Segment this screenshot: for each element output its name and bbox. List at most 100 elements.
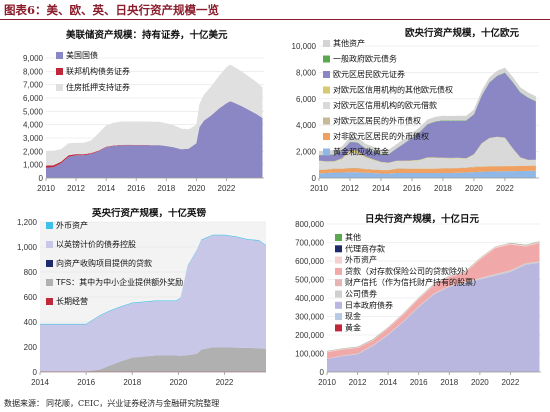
chart-fed-y-tick-label: 5,000: [23, 107, 44, 116]
chart-ecb-legend-label: 黄金和应收黄金: [333, 147, 389, 157]
chart-ecb-y-tick-label: 0: [312, 174, 317, 183]
chart-ecb-y-tick-label: 6,000: [296, 95, 317, 104]
chart-ecb-legend-swatch: [323, 55, 330, 63]
chart-boe-legend-swatch: [46, 260, 53, 267]
boj-chart-panel: 0 100,000 200,000 300,000 400,000 500,000 600,…: [281, 208, 547, 394]
chart-ecb-x-tick-label: 2018: [434, 184, 452, 193]
chart-boe-y-tick-label: 0: [33, 368, 38, 377]
chart-fed-y-tick-label: 2,000: [23, 147, 44, 156]
chart-fed-y-tick-label: 3,000: [23, 134, 44, 143]
chart-fed-x-tick-label: 2010: [37, 184, 55, 193]
chart-ecb-legend-label: 对欧元区信用机构的欧元借款: [333, 100, 437, 110]
chart-boj-x-tick-label: 2022: [502, 378, 520, 387]
chart-boj-y-tick-label: 800,000: [295, 220, 324, 229]
chart-boj-series-area-2: [327, 262, 540, 372]
chart-boj-legend-swatch: [335, 313, 342, 321]
chart-boe-legend-label: 长期经营: [56, 296, 88, 306]
chart-boe-x-tick-label: 2018: [123, 378, 141, 387]
ecb-chart: 0 2,000 4,000 6,000 8,000 10,000 2010 2012 2014 2…: [292, 27, 539, 193]
chart-boe-y-tick-label: 400: [24, 318, 38, 327]
chart-ecb-x-tick-label: 2020: [465, 184, 483, 193]
chart-ecb-legend-label: 对欧元区居民的外币债权: [333, 116, 421, 126]
chart-boj-legend-label: 贷款（对存款保险公司的贷款除外）: [345, 266, 473, 276]
page-header: 图表6：美、欧、英、日央行资产规模一览: [0, 0, 550, 20]
chart-fed-y-tick-label: 4,000: [23, 121, 44, 130]
source-text: 同花顺，CEIC，兴业证券经济与金融研究院整理: [46, 399, 220, 408]
chart-boe-x-tick-label: 2022: [216, 378, 234, 387]
chart-boj-x-tick-label: 2010: [318, 378, 336, 387]
chart-boj-legend-swatch: [335, 256, 342, 264]
chart-boj-legend-swatch: [335, 234, 342, 241]
chart-ecb-y-tick-label: 2,000: [296, 148, 317, 157]
chart-fed-series-area-0: [46, 101, 263, 178]
chart-boe-x-tick-label: 2014: [31, 378, 49, 387]
chart-fed-y-tick-label: 0: [39, 174, 44, 183]
fed-chart: 0 1,000 2,000 3,000 4,000 5,000 6,000 7,000 8,00…: [23, 29, 264, 193]
chart-boe-x-tick-label: 2020: [169, 378, 187, 387]
chart-ecb-legend-label: 欧元区居民欧元证券: [333, 69, 405, 79]
chart-boe-y-tick-label: 1,000: [17, 243, 38, 252]
chart-fed-legend-swatch: [56, 84, 63, 91]
chart-fed-legend-label: 住房抵押支持证券: [66, 82, 130, 92]
chart-boj-legend-swatch: [335, 290, 342, 298]
chart-fed-x-tick-label: 2018: [157, 184, 175, 193]
chart-fed-y-tick-label: 7,000: [23, 81, 44, 90]
chart-boj-title: 日央行资产规模，十亿日元: [365, 213, 480, 225]
chart-ecb-x-tick-label: 2014: [372, 184, 390, 193]
chart-boj-y-tick-label: 0: [320, 368, 325, 377]
chart-ecb-x-tick-label: 2012: [341, 184, 359, 193]
chart-fed-x-tick-label: 2016: [127, 184, 145, 193]
fed-chart-panel: 0 1,000 2,000 3,000 4,000 5,000 6,000 7,000 8,00…: [4, 24, 274, 200]
chart-fed-legend-swatch: [56, 68, 63, 75]
boe-chart-panel: 0 200 400 600 800 1,000 1,200 2014 2016 2018 2020 2…: [4, 208, 274, 394]
chart-boj-legend-label: 现金: [345, 311, 361, 321]
chart-fed-legend-label: 联邦机构债务证券: [66, 66, 130, 76]
chart-ecb-legend-swatch: [323, 117, 330, 125]
chart-ecb-series-area-5: [319, 72, 536, 163]
chart-ecb-series-area-4: [319, 136, 536, 164]
chart-fed-title: 美联储资产规模：持有证券，十亿美元: [65, 29, 228, 41]
chart-ecb-series-area-3: [319, 137, 536, 170]
chart-fed-y-tick-label: 6,000: [23, 94, 44, 103]
chart-boj-x-tick-label: 2012: [349, 378, 367, 387]
chart-ecb-legend-swatch: [323, 40, 330, 47]
chart-ecb-legend-label: 对欧元区信用机构的其他欧元债权: [333, 85, 453, 95]
chart-fed-x-tick-label: 2012: [67, 184, 85, 193]
chart-ecb-y-tick-label: 10,000: [292, 42, 317, 51]
chart-boj-series-area-5: [327, 243, 540, 359]
chart-ecb-legend-label: 对非欧元区居民的外币债权: [333, 131, 429, 141]
chart-fed-series-area-2: [46, 64, 263, 166]
chart-fed-legend-swatch: [56, 52, 63, 59]
boe-chart: 0 200 400 600 800 1,000 1,200 2014 2016 2018 2020 2…: [17, 208, 266, 387]
chart-ecb-series-area-1: [319, 165, 536, 174]
chart-boj-y-tick-label: 500,000: [295, 276, 324, 285]
chart-ecb-legend-swatch: [323, 71, 330, 78]
chart-boe-series-area-3: [40, 235, 266, 372]
chart-boj-legend-swatch: [335, 245, 342, 253]
chart-ecb-legend-swatch: [323, 148, 330, 156]
chart-boj-legend-label: 代理商存款: [345, 243, 385, 253]
chart-ecb-y-tick-label: 8,000: [296, 68, 317, 77]
chart-boj-x-tick-label: 2018: [440, 378, 458, 387]
chart-boj-legend-label: 外币资产: [345, 255, 377, 265]
chart-boe-y-tick-label: 600: [24, 293, 38, 302]
chart-ecb-x-tick-label: 2022: [496, 184, 514, 193]
chart-boj-y-tick-label: 200,000: [295, 331, 324, 340]
chart-boe-legend-label: 向资产收购项目提供的贷款: [56, 258, 152, 268]
chart-ecb-title: 欧央行资产规模，十亿欧元: [405, 27, 520, 39]
chart-boe-legend-swatch: [46, 241, 53, 248]
chart-boj-y-tick-label: 300,000: [295, 313, 324, 322]
chart-fed-x-tick-label: 2020: [187, 184, 205, 193]
chart-boj-x-tick-label: 2020: [471, 378, 489, 387]
chart-boe-x-tick-label: 2016: [77, 378, 95, 387]
chart-ecb-legend-label: 一般政府欧元债务: [333, 54, 397, 64]
chart-boj-x-tick-label: 2014: [379, 378, 397, 387]
chart-ecb-legend-label: 其他资产: [333, 38, 365, 48]
chart-boe-y-tick-label: 1,200: [17, 218, 38, 227]
page-title: 图表6：美、欧、英、日央行资产规模一览: [4, 3, 219, 17]
chart-ecb-x-tick-label: 2016: [403, 184, 421, 193]
chart-boj-legend-swatch: [335, 301, 342, 309]
chart-boe-legend-swatch: [46, 222, 53, 229]
chart-ecb-x-tick-label: 2010: [310, 184, 328, 193]
chart-fed-y-tick-label: 9,000: [23, 54, 44, 63]
